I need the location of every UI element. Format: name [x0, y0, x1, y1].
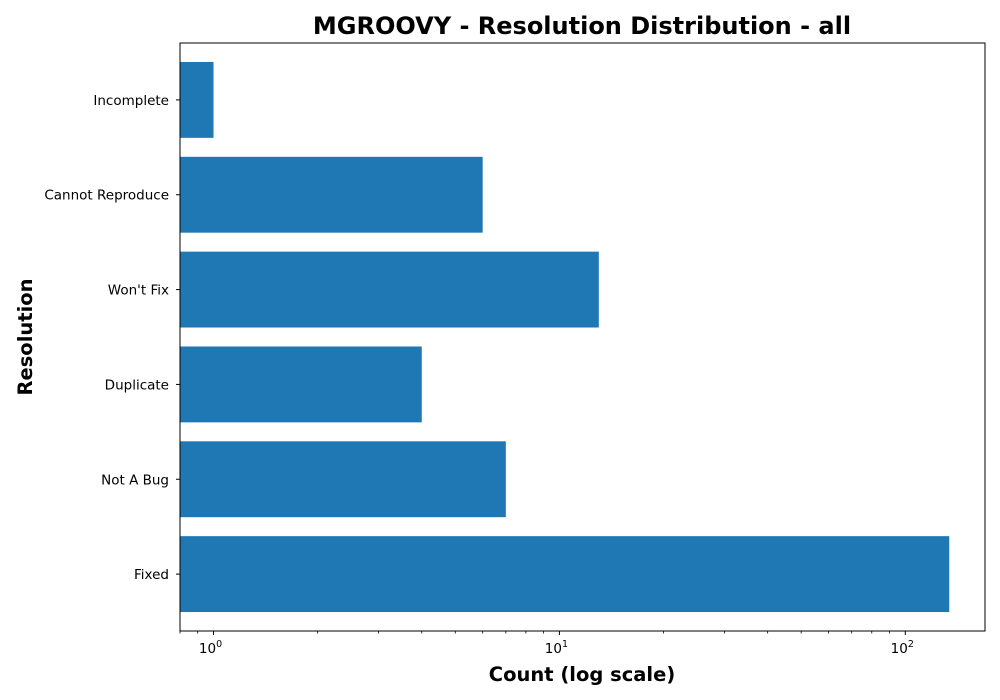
- bar-cannot-reproduce: [180, 156, 483, 233]
- x-axis-label: Count (log scale): [489, 663, 675, 686]
- y-tick-label: Duplicate: [105, 377, 169, 393]
- chart-title: MGROOVY - Resolution Distribution - all: [313, 12, 851, 40]
- y-axis-label: Resolution: [14, 278, 37, 395]
- y-tick-label: Cannot Reproduce: [44, 188, 169, 204]
- x-tick-label: 101: [545, 639, 568, 657]
- bar-fixed: [180, 536, 950, 613]
- x-tick-label: 102: [891, 639, 914, 657]
- bar-not-a-bug: [180, 441, 506, 518]
- y-tick-label: Won't Fix: [108, 283, 169, 299]
- bar-incomplete: [180, 61, 214, 138]
- x-axis-ticks: 100 101 102: [179, 631, 914, 657]
- plot-frame: [179, 42, 986, 632]
- y-tick-label: Fixed: [134, 567, 169, 583]
- bar-duplicate: [180, 346, 422, 423]
- bars-group: [180, 61, 950, 613]
- y-tick-label: Not A Bug: [101, 472, 169, 488]
- y-axis-ticks: Fixed Not A Bug Duplicate Won't Fix Cannot R…: [44, 93, 180, 583]
- bar-won-t-fix: [180, 251, 599, 328]
- x-tick-label: 100: [199, 639, 222, 657]
- y-tick-label: Incomplete: [93, 93, 169, 109]
